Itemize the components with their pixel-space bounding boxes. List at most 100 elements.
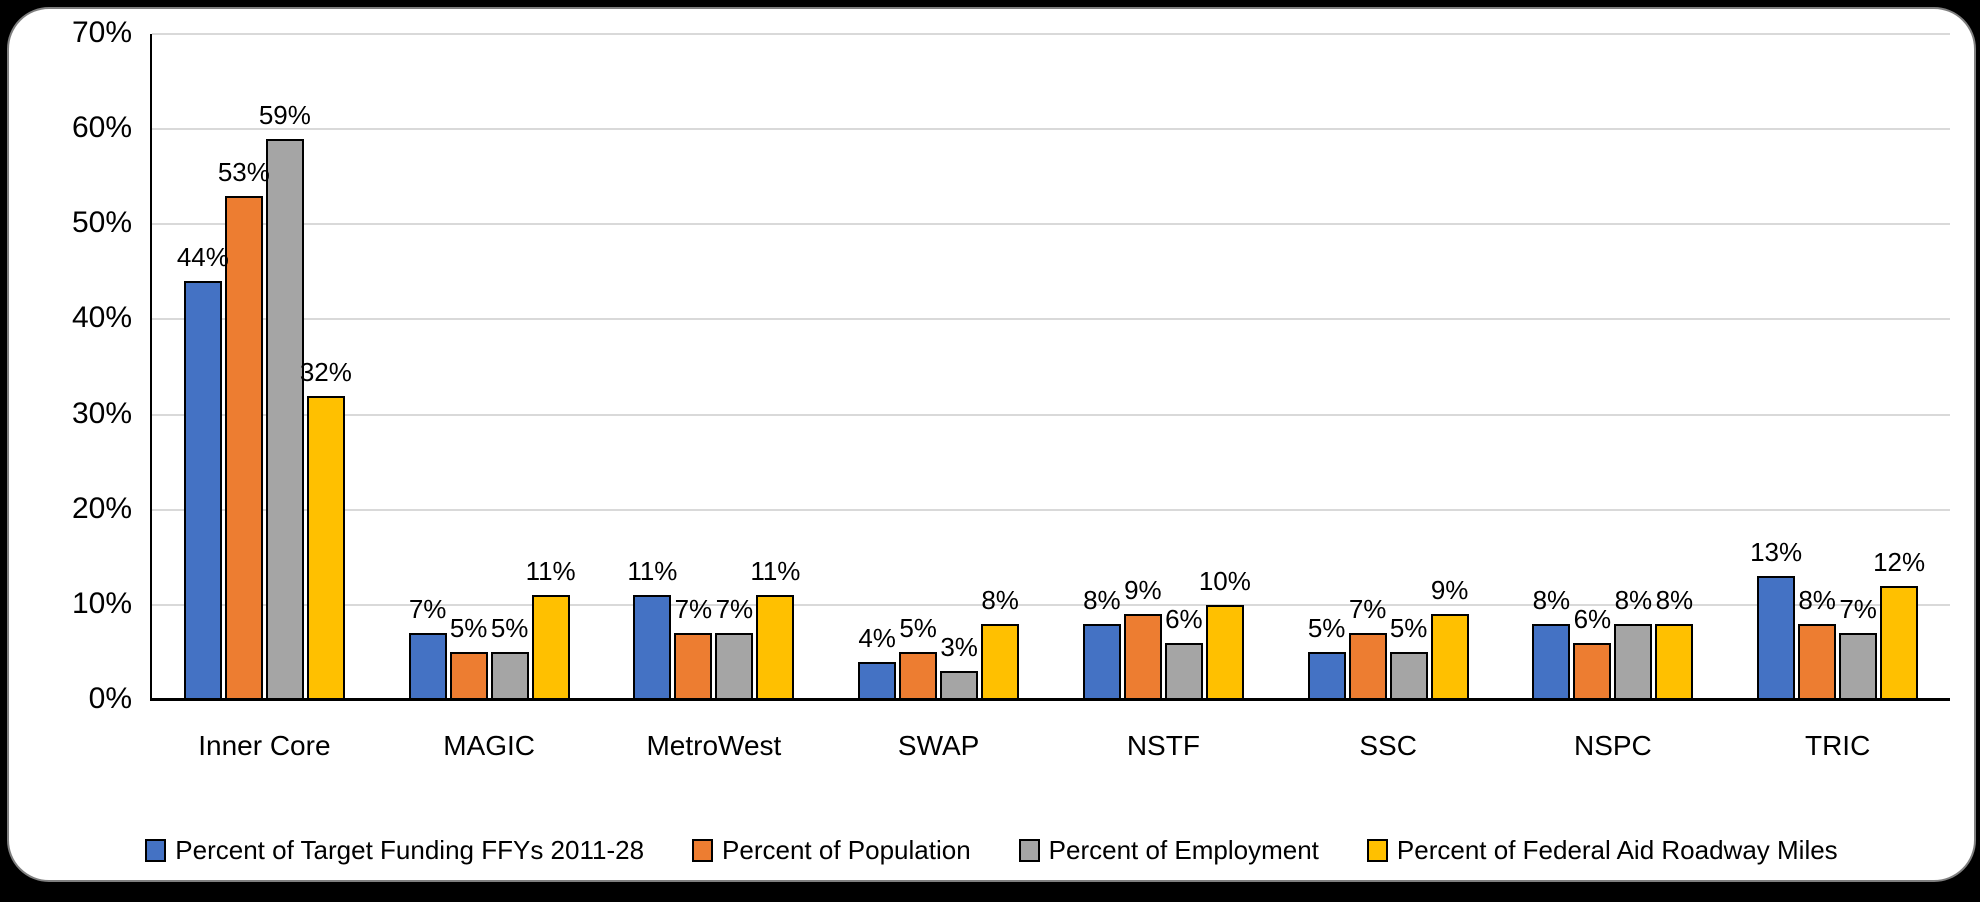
bar (306, 396, 345, 700)
bar (1307, 652, 1346, 700)
bar-value-label: 7% (1348, 594, 1387, 624)
gridline (152, 508, 1950, 511)
bar-value-label: 7% (408, 594, 447, 624)
plot-area: Inner Core 44% 53% 59% 32% MAGIC 7% 5% 5% 11% Metr… (150, 33, 1950, 761)
bar-value-label: 8% (1532, 585, 1571, 615)
bar (633, 595, 672, 700)
bar-value-label: 8% (1614, 585, 1653, 615)
bar-value-label: 5% (1307, 613, 1346, 643)
category-label: MetroWest (646, 730, 782, 761)
legend-item: Percent of Population (692, 835, 971, 866)
bar-value-label: 11% (627, 556, 678, 586)
y-tick-label: 50% (71, 206, 132, 240)
bar-value-label: 8% (981, 585, 1019, 615)
y-tick-label: 0% (88, 682, 132, 715)
bar-value-label: 6% (1165, 604, 1203, 634)
legend-label: Percent of Federal Aid Roadway Miles (1396, 835, 1838, 865)
bar-value-label: 12% (1873, 547, 1926, 577)
y-tick-label: 10% (71, 586, 132, 620)
gridline (152, 318, 1950, 321)
bar-value-label: 10% (1198, 566, 1251, 596)
legend-swatch (692, 839, 714, 862)
legend: Percent of Target Funding FFYs 2011-28 Pe… (9, 835, 1974, 866)
bar-value-label: 32% (299, 357, 352, 387)
bar (1655, 624, 1694, 700)
gridline (152, 128, 1950, 131)
bar (1573, 643, 1612, 700)
bar-value-label: 8% (1798, 585, 1836, 615)
bar (1123, 614, 1162, 700)
x-axis-line (150, 698, 1950, 701)
bar (1430, 614, 1469, 700)
bar (531, 595, 570, 700)
bar-value-label: 7% (715, 594, 754, 624)
y-tick-label: 30% (71, 396, 132, 430)
legend-label: Percent of Target Funding FFYs 2011-28 (175, 835, 645, 865)
category-label: Inner Core (198, 730, 331, 761)
bar-value-label: 8% (1083, 585, 1121, 615)
bar-value-label: 53% (217, 157, 270, 187)
legend-item: Percent of Target Funding FFYs 2011-28 (145, 835, 644, 866)
legend-swatch (145, 839, 167, 862)
legend-swatch (1366, 839, 1388, 862)
bar (1614, 624, 1653, 700)
bar (715, 633, 754, 700)
gridline (152, 603, 1950, 606)
bar-value-label: 11% (525, 556, 576, 586)
bar-value-label: 8% (1655, 585, 1694, 615)
category-label: MAGIC (443, 730, 536, 761)
bar-value-label: 11% (750, 556, 801, 586)
legend-item: Percent of Employment (1018, 835, 1319, 866)
bar (408, 633, 447, 700)
bar (674, 633, 713, 700)
bar (1532, 624, 1571, 700)
bar (265, 139, 304, 700)
bar-value-label: 5% (490, 613, 529, 643)
bar-value-label: 4% (858, 623, 896, 653)
bar (899, 652, 938, 700)
legend-label: Percent of Employment (1048, 835, 1319, 865)
bar (1389, 652, 1428, 700)
bar (1348, 633, 1387, 700)
category-label: SWAP (897, 730, 980, 761)
bar (940, 671, 979, 700)
bar (1757, 576, 1796, 700)
bar-value-label: 5% (449, 613, 488, 643)
gridline (152, 33, 1950, 35)
bar (449, 652, 488, 700)
bar-value-label: 59% (258, 100, 311, 130)
category-label: SSC (1359, 730, 1417, 761)
bar (1164, 643, 1203, 700)
bar (183, 281, 222, 700)
bar-value-label: 6% (1573, 604, 1612, 634)
gridline (152, 413, 1950, 416)
bar (1205, 605, 1244, 700)
bar-value-label: 9% (1124, 575, 1162, 605)
bar (224, 196, 263, 700)
y-tick-label: 60% (71, 111, 132, 145)
y-axis-line (150, 34, 152, 700)
category-label: NSPC (1573, 730, 1652, 761)
bar (1880, 586, 1919, 700)
chart-panel: 0% 10% 20% 30% 40% 50% 60% 70% Inner Core 44% 53%… (7, 7, 1976, 882)
bar (858, 662, 897, 700)
bar-value-label: 5% (899, 613, 937, 643)
legend-item: Percent of Federal Aid Roadway Miles (1366, 835, 1838, 866)
bar (756, 595, 795, 700)
bar-value-label: 13% (1750, 537, 1803, 567)
bar-value-label: 3% (940, 632, 978, 662)
category-label: TRIC (1804, 730, 1871, 761)
bar (490, 652, 529, 700)
bar-value-label: 5% (1389, 613, 1428, 643)
bar (1082, 624, 1121, 700)
y-tick-label: 70% (71, 16, 132, 49)
gridline (152, 223, 1950, 226)
bar-value-label: 9% (1430, 575, 1469, 605)
bar (981, 624, 1020, 700)
legend-label: Percent of Population (722, 835, 971, 865)
bar-value-label: 44% (176, 242, 229, 272)
bar-value-label: 7% (674, 594, 713, 624)
category-label: NSTF (1126, 730, 1200, 761)
y-tick-label: 20% (71, 491, 132, 525)
